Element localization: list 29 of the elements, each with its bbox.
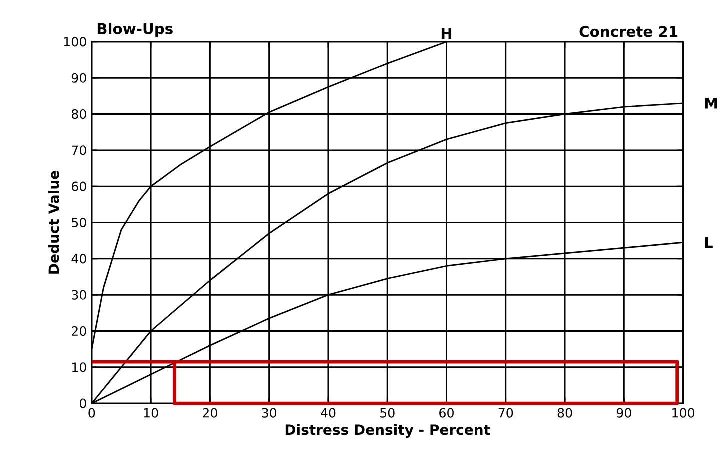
- series-label: H: [442, 28, 452, 40]
- y-tick-label: 30: [72, 290, 86, 300]
- y-tick-label: 10: [72, 362, 86, 372]
- y-tick-label: 20: [72, 326, 86, 336]
- x-tick-label: 0: [88, 408, 96, 418]
- y-tick-label: 50: [72, 218, 86, 228]
- x-tick-label: 40: [321, 408, 336, 418]
- y-tick-label: 100: [64, 37, 86, 47]
- x-tick-label: 20: [203, 408, 218, 418]
- series-label: L: [705, 238, 713, 248]
- x-tick-label: 60: [440, 408, 454, 418]
- y-tick-label: 60: [72, 182, 86, 192]
- x-tick-label: 100: [672, 408, 695, 418]
- y-axis-title: Deduct Value: [48, 171, 60, 274]
- x-axis-title: Distress Density - Percent: [286, 424, 490, 438]
- y-tick-label: 70: [72, 146, 86, 156]
- y-tick-label: 80: [72, 110, 86, 120]
- chart-title: Blow-Ups: [98, 23, 173, 38]
- x-tick-label: 90: [616, 408, 632, 418]
- y-tick-label: 0: [80, 399, 86, 409]
- x-tick-label: 10: [144, 408, 158, 418]
- series-label: M: [705, 98, 718, 110]
- x-tick-label: 70: [498, 408, 514, 418]
- chart-subtitle: Concrete 21: [580, 26, 678, 38]
- y-tick-label: 90: [72, 74, 86, 84]
- x-tick-label: 50: [380, 408, 395, 418]
- x-tick-label: 80: [558, 408, 572, 418]
- y-tick-label: 40: [72, 254, 86, 264]
- x-tick-label: 30: [262, 408, 277, 418]
